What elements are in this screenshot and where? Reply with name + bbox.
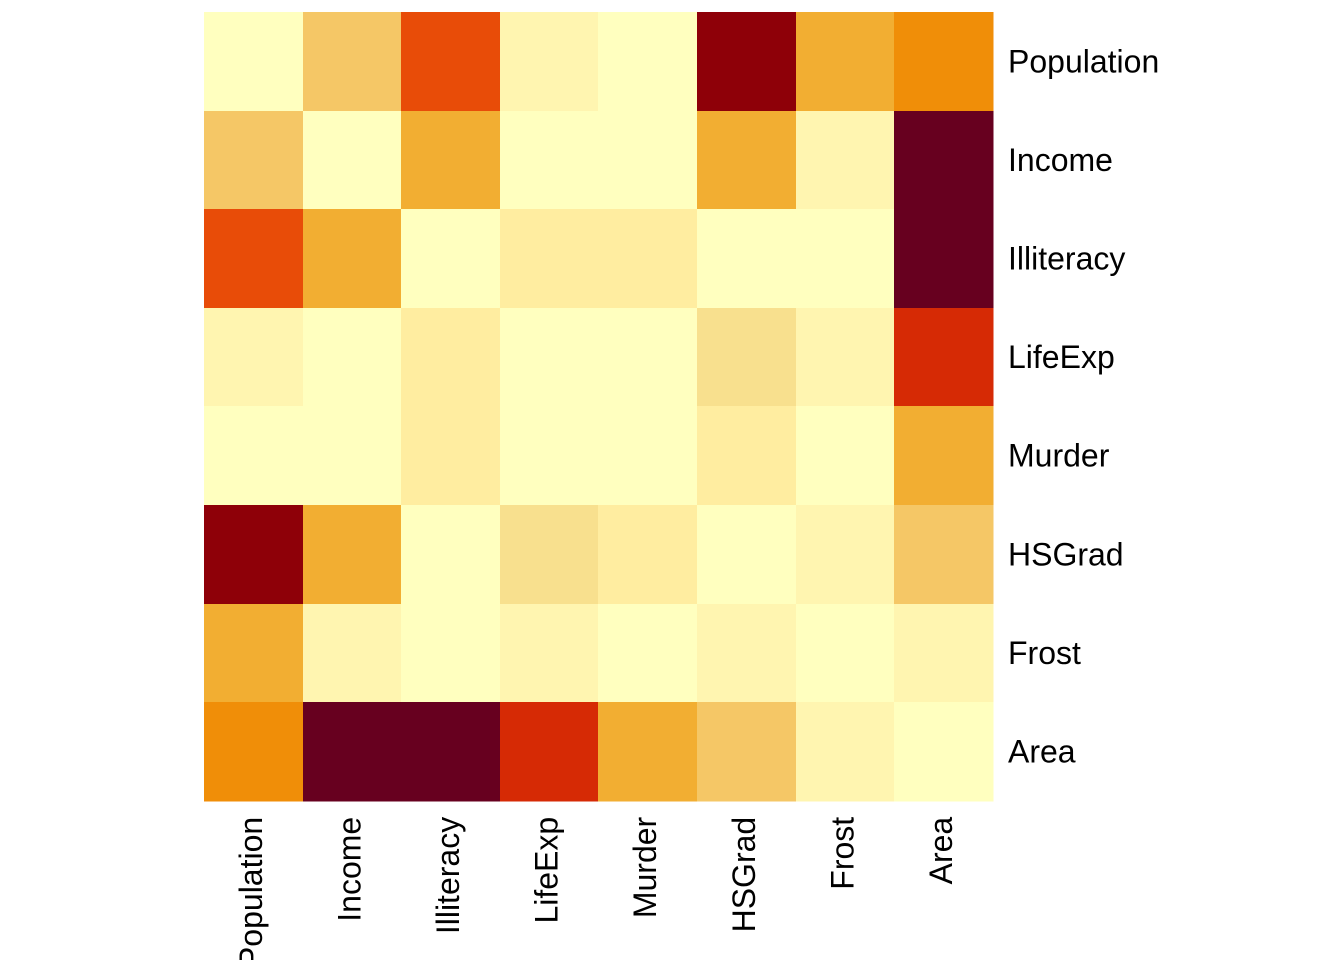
row-label-population: Population (1008, 43, 1159, 79)
heatmap-cell-murder-income (303, 406, 402, 506)
heatmap-cell-area-illiteracy (401, 702, 501, 802)
heatmap-cell-lifeexp-illiteracy (401, 308, 501, 407)
column-label-murder: Murder (627, 816, 663, 918)
row-label-lifeexp: LifeExp (1008, 339, 1115, 375)
heatmap-cell-area-income (303, 702, 402, 802)
heatmap-cell-illiteracy-illiteracy (401, 209, 501, 309)
column-label-illiteracy: Illiteracy (430, 817, 466, 934)
heatmap-cell-area-lifeexp (500, 702, 599, 802)
heatmap-cell-income-frost (796, 111, 895, 210)
heatmap-cell-illiteracy-income (303, 209, 402, 309)
heatmap-cell-frost-frost (796, 604, 895, 703)
heatmap-cell-illiteracy-frost (796, 209, 895, 309)
heatmap-cell-hsgrad-illiteracy (401, 505, 501, 605)
heatmap-cell-population-hsgrad (697, 12, 797, 112)
heatmap-cell-lifeexp-area (894, 308, 994, 407)
heatmap-cell-population-illiteracy (401, 12, 501, 112)
heatmap-cell-illiteracy-area (894, 209, 994, 309)
heatmap-cells (204, 12, 994, 802)
heatmap-cell-murder-murder (598, 406, 698, 506)
heatmap-cell-murder-population (204, 406, 304, 506)
heatmap-cell-lifeexp-population (204, 308, 304, 407)
heatmap-cell-income-illiteracy (401, 111, 501, 210)
column-label-population: Population (233, 817, 269, 960)
heatmap-cell-population-population (204, 12, 304, 112)
heatmap-cell-area-hsgrad (697, 702, 797, 802)
heatmap-cell-hsgrad-hsgrad (697, 505, 797, 605)
heatmap-cell-area-murder (598, 702, 698, 802)
column-label-hsgrad: HSGrad (726, 817, 762, 933)
heatmap-cell-frost-hsgrad (697, 604, 797, 703)
heatmap-cell-population-murder (598, 12, 698, 112)
row-label-illiteracy: Illiteracy (1008, 241, 1125, 277)
heatmap-cell-lifeexp-murder (598, 308, 698, 407)
row-label-murder: Murder (1008, 438, 1110, 474)
heatmap-cell-murder-hsgrad (697, 406, 797, 506)
row-label-income: Income (1008, 142, 1113, 178)
heatmap-cell-income-hsgrad (697, 111, 797, 210)
heatmap-cell-area-area (894, 702, 994, 802)
heatmap-cell-illiteracy-lifeexp (500, 209, 599, 309)
row-labels: Population Income Illiteracy LifeExp Murder H… (1008, 43, 1159, 769)
heatmap-cell-hsgrad-area (894, 505, 994, 605)
row-label-frost: Frost (1008, 635, 1081, 671)
heatmap-cell-murder-lifeexp (500, 406, 599, 506)
heatmap-cell-murder-area (894, 406, 994, 506)
heatmap-cell-area-frost (796, 702, 895, 802)
heatmap-cell-illiteracy-hsgrad (697, 209, 797, 309)
row-label-area: Area (1008, 734, 1076, 770)
heatmap-cell-hsgrad-population (204, 505, 304, 605)
heatmap-cell-population-area (894, 12, 994, 112)
column-label-frost: Frost (824, 817, 860, 890)
heatmap-cell-murder-frost (796, 406, 895, 506)
heatmap-cell-lifeexp-lifeexp (500, 308, 599, 407)
heatmap-cell-frost-area (894, 604, 994, 703)
heatmap-cell-hsgrad-murder (598, 505, 698, 605)
heatmap-cell-population-lifeexp (500, 12, 599, 112)
heatmap-cell-frost-lifeexp (500, 604, 599, 703)
heatmap-cell-frost-population (204, 604, 304, 703)
column-labels: Population Income Illiteracy LifeExp Murder H… (233, 816, 959, 960)
heatmap-cell-lifeexp-hsgrad (697, 308, 797, 407)
heatmap-cell-frost-murder (598, 604, 698, 703)
heatmap-cell-income-income (303, 111, 402, 210)
column-label-lifeexp: LifeExp (529, 817, 565, 924)
heatmap-cell-hsgrad-lifeexp (500, 505, 599, 605)
heatmap-cell-lifeexp-frost (796, 308, 895, 407)
heatmap-cell-murder-illiteracy (401, 406, 501, 506)
heatmap-cell-population-income (303, 12, 402, 112)
row-label-hsgrad: HSGrad (1008, 536, 1124, 572)
column-label-income: Income (331, 817, 367, 922)
heatmap-cell-income-lifeexp (500, 111, 599, 210)
column-label-area: Area (923, 817, 959, 885)
heatmap-cell-lifeexp-income (303, 308, 402, 407)
heatmap-cell-population-frost (796, 12, 895, 112)
heatmap-cell-illiteracy-murder (598, 209, 698, 309)
heatmap-cell-frost-income (303, 604, 402, 703)
heatmap-cell-income-murder (598, 111, 698, 210)
heatmap-cell-hsgrad-income (303, 505, 402, 605)
heatmap-cell-frost-illiteracy (401, 604, 501, 703)
heatmap-cell-illiteracy-population (204, 209, 304, 309)
heatmap-cell-income-population (204, 111, 304, 210)
heatmap-cell-area-population (204, 702, 304, 802)
heatmap-cell-hsgrad-frost (796, 505, 895, 605)
heatmap-cell-income-area (894, 111, 994, 210)
